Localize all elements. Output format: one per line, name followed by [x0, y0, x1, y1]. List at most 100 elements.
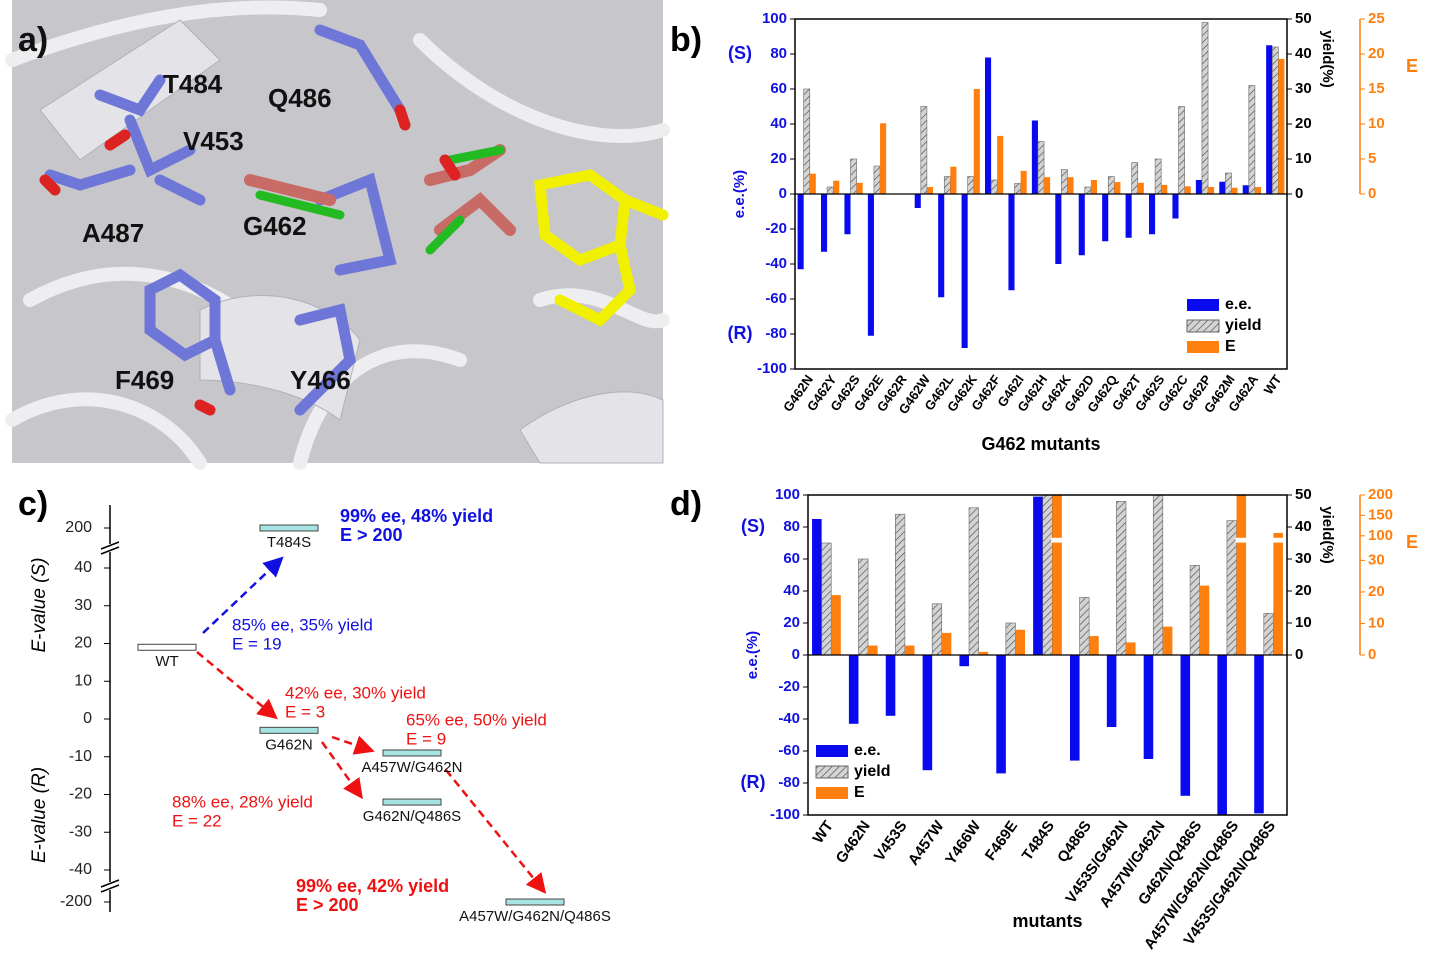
bar	[1079, 597, 1090, 656]
x-tick-label: G462N	[833, 818, 874, 867]
bar	[1226, 520, 1237, 656]
legend-swatch	[1187, 341, 1219, 353]
bar	[967, 176, 975, 195]
bar	[1217, 655, 1227, 815]
bar	[885, 655, 896, 716]
y2-tick-label: 30	[1295, 80, 1312, 97]
residue-label: A487	[82, 218, 144, 248]
bar	[961, 194, 968, 348]
level-label: T484S	[267, 534, 311, 551]
y-tick-label: -60	[765, 290, 787, 307]
y2-tick-label: 50	[1295, 10, 1312, 27]
bar	[1114, 182, 1121, 194]
annotation: E > 200	[296, 895, 359, 915]
annotation: 42% ee, 30% yield	[285, 683, 426, 702]
bar	[1125, 194, 1132, 238]
y2-tick-label: 20	[1295, 582, 1312, 599]
y2-tick-label: 30	[1295, 550, 1312, 567]
bar	[997, 135, 1004, 194]
level-label: G462N	[265, 736, 313, 753]
y-tick-label: -20	[765, 220, 787, 237]
bar	[856, 182, 863, 194]
bar	[1102, 194, 1109, 242]
bar	[1031, 120, 1038, 194]
axis-break-gap	[1272, 537, 1284, 543]
bar	[1125, 642, 1136, 655]
bar	[1266, 45, 1273, 194]
y-tick-label: -40	[765, 255, 787, 272]
y-tick-label: 100	[762, 10, 787, 27]
y-tick-label: 200	[65, 519, 92, 536]
y3-tick-label: 20	[1368, 583, 1385, 600]
bar	[1067, 177, 1074, 194]
bar	[1199, 585, 1210, 655]
y-axis-label: E-value (R)	[29, 767, 50, 863]
bar	[1178, 106, 1185, 195]
y-tick-label: -40	[778, 710, 800, 727]
bar	[850, 158, 857, 195]
y2-tick-label: 20	[1295, 115, 1312, 132]
y3-tick-label: 5	[1368, 150, 1376, 167]
energy-level	[137, 643, 197, 651]
y2-axis-label: yield(%)	[1319, 30, 1336, 88]
annotation: E = 19	[232, 634, 282, 653]
y-tick-label: 60	[770, 80, 787, 97]
bar	[1208, 187, 1215, 194]
bar	[943, 176, 951, 195]
y-tick-label: -20	[69, 786, 92, 803]
bar	[1106, 655, 1117, 727]
y-tick-label: 20	[74, 635, 92, 652]
bar	[1037, 141, 1045, 195]
y3-tick-label: 20	[1368, 45, 1385, 62]
bar	[1069, 655, 1080, 761]
bar	[950, 166, 957, 194]
axis-break	[100, 879, 120, 893]
bar	[1008, 194, 1015, 291]
y-tick-label: 60	[783, 550, 800, 567]
y2-tick-label: 0	[1295, 646, 1303, 663]
residue-label: F469	[115, 365, 174, 395]
bar	[833, 180, 840, 194]
bar	[978, 651, 989, 655]
bar	[880, 123, 887, 194]
y3-tick-label: 10	[1368, 115, 1385, 132]
bar	[941, 632, 952, 655]
axis-break-gap	[100, 544, 120, 552]
y2-tick-label: 10	[1295, 614, 1312, 631]
residue-label: V453	[183, 126, 244, 156]
y3-tick-label: 10	[1368, 614, 1385, 631]
bar	[1052, 495, 1062, 655]
energy-level	[505, 898, 565, 906]
y2-axis-label: yield(%)	[1319, 506, 1336, 564]
bar	[1172, 194, 1179, 219]
bar	[1143, 655, 1154, 759]
y-annotation: (R)	[728, 323, 753, 343]
bar	[848, 655, 859, 724]
bar	[1090, 180, 1097, 194]
bar	[1084, 186, 1092, 195]
bar	[1033, 496, 1043, 655]
energy-level	[382, 798, 442, 806]
y3-tick-label: 100	[1368, 527, 1393, 544]
bar	[1044, 177, 1051, 194]
axis-break	[100, 541, 120, 555]
legend-label: e.e.	[1225, 296, 1252, 313]
energy-level	[382, 749, 442, 757]
bar	[1236, 495, 1247, 655]
bar	[1219, 181, 1226, 194]
bar	[968, 507, 979, 656]
annotation: 99% ee, 48% yield	[340, 506, 493, 526]
bar	[1273, 532, 1283, 655]
bar	[1116, 501, 1127, 656]
bar	[1014, 183, 1021, 195]
bar	[1254, 187, 1261, 194]
bar	[873, 165, 881, 195]
panel-label: c)	[18, 485, 48, 523]
bar	[1254, 655, 1264, 814]
y-tick-label: 30	[74, 597, 92, 614]
y3-axis-label: E	[1406, 56, 1418, 76]
bar	[904, 645, 915, 655]
bar	[1154, 158, 1162, 195]
y3-tick-label: 30	[1368, 551, 1385, 568]
